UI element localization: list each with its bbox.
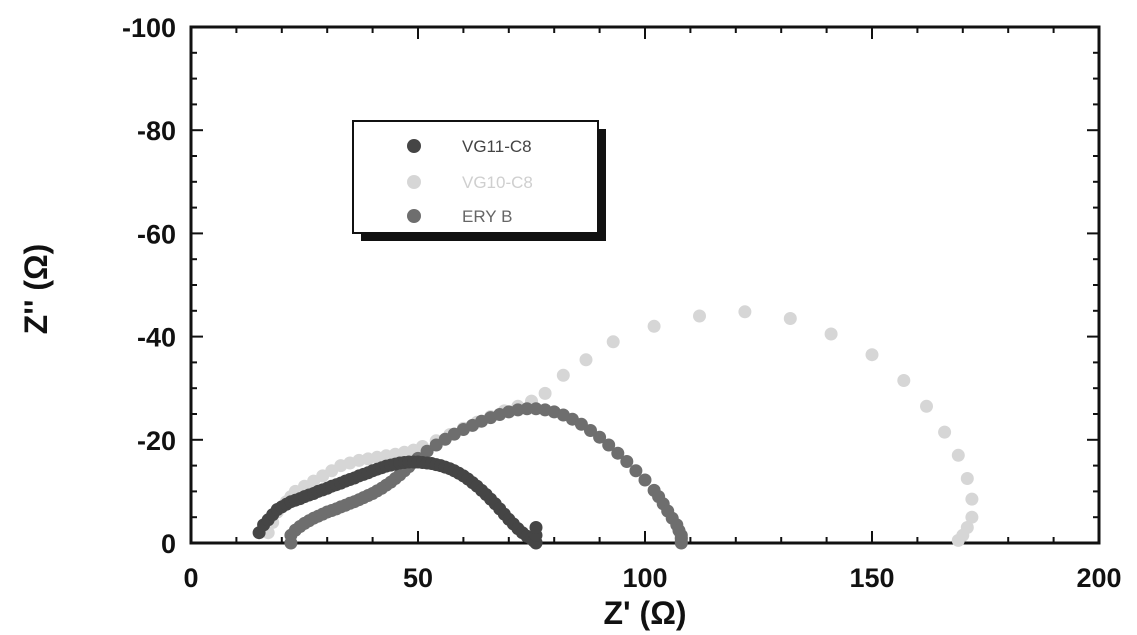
y-axis-title: Z'' (Ω) [18,244,54,335]
data-point-vg10-c8 [824,327,838,341]
legend-marker-vg11-c8 [407,139,421,153]
y-tick-label: 0 [161,529,176,559]
data-point-ery-b [593,430,607,444]
data-point-vg10-c8 [897,374,911,387]
data-point-vg10-c8 [783,312,797,325]
legend-marker-vg10-c8 [407,175,421,189]
data-point-ery-b [620,455,634,468]
data-point-vg10-c8 [951,448,965,462]
data-point-vg10-c8 [693,309,706,323]
data-point-vg10-c8 [556,368,570,382]
y-tick-label: -20 [137,426,176,456]
data-point-vg10-c8 [960,472,974,485]
legend-label-ery-b: ERY B [462,207,512,226]
series-ery-b [284,402,688,550]
x-tick-label: 200 [1076,563,1121,593]
data-point-ery-b [602,438,616,452]
y-tick-label: -40 [137,323,176,353]
data-points [252,305,979,550]
data-point-ery-b [674,531,688,545]
legend: VG11-C8 VG10-C8 ERY B [352,120,606,241]
y-tick-label: -80 [137,116,176,146]
data-point-ery-b [574,417,588,431]
series-vg10-c8 [261,305,979,547]
data-point-vg10-c8 [938,425,952,439]
data-point-ery-b [629,464,643,478]
plot-frame [189,25,1101,545]
data-point-ery-b [520,402,534,416]
axis-ticks [190,26,1100,544]
data-point-vg10-c8 [647,319,661,333]
x-tick-labels: 0 50 100 150 200 [183,563,1121,593]
legend-box [352,120,599,234]
data-point-ery-b [584,424,597,437]
data-point-vg10-c8 [965,510,979,524]
y-tick-label: -60 [137,219,176,249]
data-point-ery-b [611,446,625,460]
y-tick-label: -100 [122,13,176,43]
y-tick-labels: 0 -20 -40 -60 -80 -100 [122,13,176,559]
data-point-ery-b [420,444,434,458]
data-point-vg10-c8 [579,353,593,367]
data-point-ery-b [638,473,652,487]
x-tick-label: 150 [849,563,894,593]
series-vg11-c8 [252,455,543,550]
data-point-vg10-c8 [965,492,979,506]
data-point-vg10-c8 [606,335,620,349]
x-tick-label: 100 [622,563,667,593]
data-point-vg10-c8 [951,533,965,547]
legend-label-vg10-c8: VG10-C8 [462,173,533,192]
x-tick-label: 0 [183,563,198,593]
x-axis-title: Z' (Ω) [603,595,686,631]
data-point-vg10-c8 [738,305,752,319]
legend-label-vg11-c8: VG11-C8 [462,137,532,156]
data-point-vg10-c8 [865,348,879,362]
data-point-vg11-c8 [529,521,543,534]
legend-marker-ery-b [407,209,421,223]
x-tick-label: 50 [403,563,433,593]
data-point-vg10-c8 [538,386,552,400]
data-point-vg10-c8 [920,399,933,413]
